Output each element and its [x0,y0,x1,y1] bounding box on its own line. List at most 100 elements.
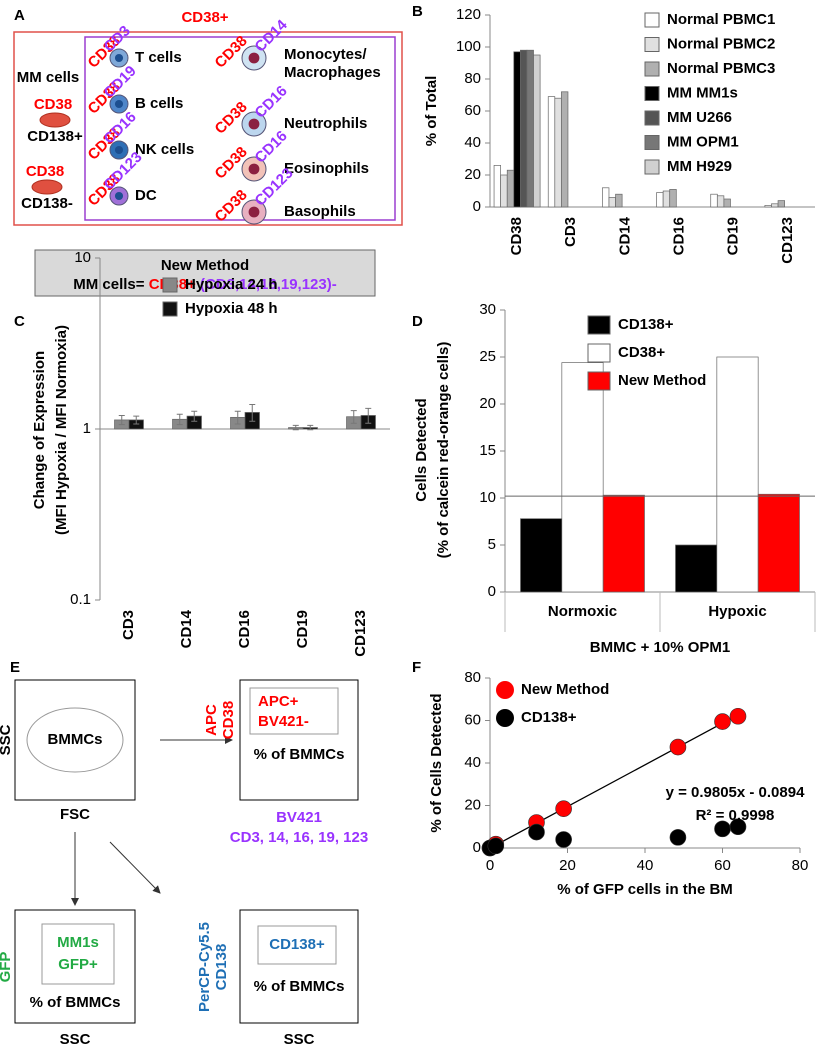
x-tick-label: 60 [714,857,731,874]
legend-label: MM OPM1 [667,133,739,150]
point [555,831,572,848]
gate [41,923,115,985]
y-tick-label: 100 [456,38,481,55]
gate-plot [14,909,136,1024]
population: MM1s [57,934,99,951]
bar [777,200,785,208]
bar [526,49,534,208]
cell-name: Neutrophils [284,115,367,132]
axis-label: CD38 [220,701,237,739]
bar [547,96,556,208]
error-bar [234,410,241,425]
bar [506,169,515,208]
gate-note: % of BMMCs [30,994,121,1011]
gate-note: % of BMMCs [254,746,345,763]
legend-label: Hypoxia 24 h [185,276,278,293]
cell-type: CD138- [21,195,73,212]
legend-swatch [162,301,178,317]
x-tick-label: CD123 [352,610,369,657]
error-bar [133,415,140,425]
panel-label: C [14,313,25,330]
y-tick-label: 120 [456,6,481,23]
point [729,707,747,725]
x-tick-label: CD3 [562,217,579,247]
x-tick-label: CD16 [236,610,253,648]
bar [513,51,521,208]
fit-r2: R² = 0.9998 [696,807,775,824]
y-tick-label: 40 [464,134,481,151]
y-axis-label: % of Total [423,76,440,147]
bar [520,518,563,593]
y-tick-label: 10 [479,489,496,506]
population: BMMCs [48,731,103,748]
gate-note: % of BMMCs [254,978,345,995]
y-axis-label: Change of Expression [31,351,48,509]
bar [561,362,604,593]
panel-label: D [412,313,423,330]
x-tick-label: 80 [792,857,809,874]
x-tick-label: 40 [637,857,654,874]
cd38-frame [13,31,403,226]
cell-name: DC [135,187,157,204]
cell-name: Basophils [284,203,356,220]
legend-label: Normal PBMC2 [667,35,775,52]
gate-plot [239,679,359,801]
cell-nucleus [114,53,124,63]
legend-label: New Method [521,681,609,698]
gate [26,707,124,773]
legend-swatch [644,86,660,101]
legend-marker [496,709,514,727]
legend-swatch [644,61,660,77]
panel-label: B [412,3,423,20]
error-bar [249,404,256,422]
y-axis-label: (MFI Hypoxia / MFI Normoxia) [53,325,70,535]
axis-label: SSC [0,724,14,755]
cell-type: CD138+ [27,128,83,145]
x-tick-label: CD19 [294,610,311,648]
bar [602,494,645,593]
axis-label: CD3, 14, 16, 19, 123 [230,829,368,846]
bar [608,197,616,208]
legend-marker [496,681,514,699]
population: BV421- [258,713,309,730]
bar [520,49,528,208]
point [528,823,545,841]
error-bar [118,414,125,426]
x-tick-label: 20 [559,857,576,874]
x-axis-label: % of GFP cells in the BM [557,881,733,898]
y-tick-label: 60 [464,711,481,728]
y-tick-label: 15 [479,442,496,459]
y-tick-label: 60 [464,102,481,119]
gate [249,687,339,735]
bar [500,174,508,208]
legend-swatch [587,371,611,391]
x-tick-label: CD14 [616,216,633,255]
y-tick-label: 20 [479,395,496,412]
bar [493,165,501,208]
x-tick-label: Hypoxic [708,603,766,620]
x-tick-label: CD3 [120,610,137,640]
error-bar [191,410,198,422]
immune-frame [84,36,396,221]
y-tick-label: 10 [74,249,91,266]
bar [615,193,623,208]
cell-name: Monocytes/ [284,46,367,63]
trend-line [489,714,739,849]
legend-swatch [644,110,660,126]
cell-nucleus [248,118,260,130]
legend-label: CD38+ [618,344,665,361]
error-bar [307,424,314,431]
bar [656,192,664,208]
fit-equation: y = 0.9805x - 0.0894 [666,784,806,801]
axis-label: PerCP-Cy5.5 [196,922,213,1012]
legend-swatch [644,12,660,28]
method-prefix: MM cells= [73,276,145,293]
panel-title: CD38+ [181,9,228,26]
bar [662,190,671,208]
x-tick-label: CD14 [178,609,195,648]
y-tick-label: 20 [464,796,481,813]
method-box [34,249,376,297]
bar [771,203,779,208]
cell-name: B cells [135,95,183,112]
